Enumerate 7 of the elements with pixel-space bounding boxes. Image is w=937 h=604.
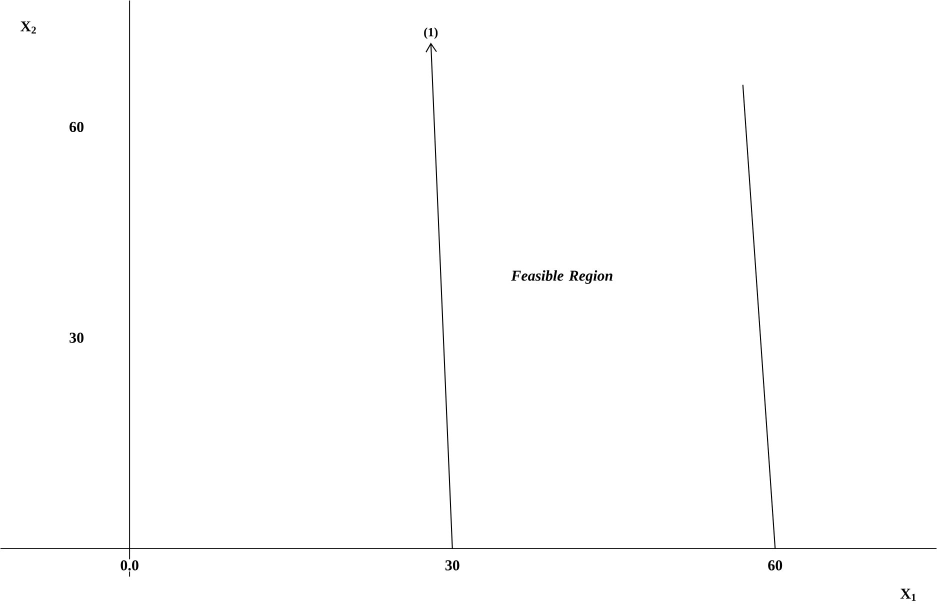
annotation: Feasible Region — [511, 270, 612, 284]
series-label: (1) — [424, 27, 438, 39]
x-tick-label: 0.0 — [120, 560, 138, 570]
y-axis-title: X$_{2}$ — [20, 21, 36, 34]
x-tick-label: 60 — [768, 560, 782, 570]
x-tick-label: 30 — [445, 560, 460, 570]
x-axis-title: X$_{1}$ — [900, 588, 916, 601]
